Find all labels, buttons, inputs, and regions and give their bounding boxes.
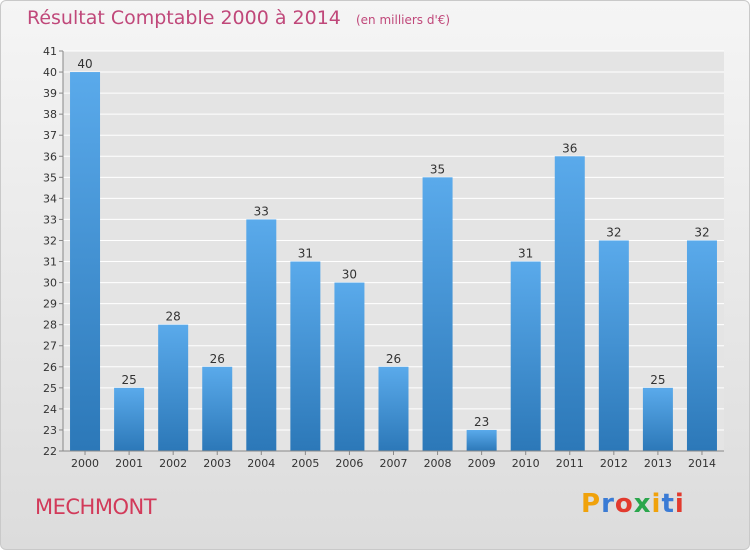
y-tick-label: 24	[43, 403, 57, 416]
bar	[378, 366, 409, 451]
bar	[290, 261, 321, 451]
x-tick-label: 2009	[468, 457, 496, 470]
bar	[510, 261, 541, 451]
value-label: 23	[474, 415, 489, 429]
bar	[70, 72, 101, 451]
y-tick-label: 27	[43, 340, 57, 353]
logo-letter: o	[614, 489, 634, 519]
x-tick-label: 2008	[424, 457, 452, 470]
commune-name: MECHMONT	[35, 495, 157, 519]
y-tick-label: 40	[43, 66, 57, 79]
value-label: 28	[166, 310, 181, 324]
value-label: 25	[121, 373, 136, 387]
x-tick-label: 2006	[335, 457, 363, 470]
bar	[114, 387, 145, 451]
y-tick-label: 39	[43, 87, 57, 100]
bar	[422, 177, 453, 451]
logo-letter: i	[674, 489, 685, 519]
x-tick-label: 2005	[291, 457, 319, 470]
logo-letter: r	[601, 489, 615, 519]
y-tick-label: 34	[43, 192, 57, 205]
bar	[686, 240, 717, 451]
y-tick-label: 37	[43, 129, 57, 142]
x-tick-label: 2012	[600, 457, 628, 470]
bar	[554, 156, 585, 451]
value-label: 26	[386, 352, 401, 366]
bar	[334, 282, 365, 451]
bar	[598, 240, 629, 451]
y-tick-label: 30	[43, 277, 57, 290]
x-tick-label: 2010	[512, 457, 540, 470]
y-tick-label: 41	[43, 45, 57, 58]
x-tick-label: 2003	[203, 457, 231, 470]
y-tick-label: 28	[43, 319, 57, 332]
x-tick-label: 2000	[71, 457, 99, 470]
y-tick-label: 23	[43, 424, 57, 437]
x-tick-label: 2002	[159, 457, 187, 470]
x-tick-label: 2004	[247, 457, 275, 470]
value-label: 25	[650, 373, 665, 387]
value-label: 32	[606, 225, 621, 239]
x-tick-label: 2007	[380, 457, 408, 470]
y-tick-label: 32	[43, 234, 57, 247]
value-label: 36	[562, 141, 577, 155]
value-label: 35	[430, 162, 445, 176]
proxiti-logo: Proxiti	[581, 489, 685, 519]
logo-letter: t	[661, 489, 675, 519]
y-tick-label: 22	[43, 445, 57, 458]
value-label: 31	[298, 247, 313, 261]
value-label: 32	[694, 225, 709, 239]
logo-letter: x	[633, 489, 652, 519]
y-tick-label: 36	[43, 150, 57, 163]
x-tick-label: 2011	[556, 457, 584, 470]
bar	[158, 324, 189, 451]
x-tick-label: 2013	[644, 457, 672, 470]
x-tick-label: 2001	[115, 457, 143, 470]
chart-unit: (en milliers d'€)	[355, 13, 451, 27]
value-label: 31	[518, 247, 533, 261]
logo-letter: P	[581, 489, 602, 519]
bar	[202, 366, 233, 451]
x-tick-label: 2014	[688, 457, 716, 470]
y-tick-label: 26	[43, 361, 57, 374]
y-tick-label: 38	[43, 108, 57, 121]
y-tick-label: 29	[43, 298, 57, 311]
y-tick-label: 31	[43, 256, 57, 269]
chart-title: Résultat Comptable 2000 à 2014	[27, 7, 341, 29]
y-tick-label: 33	[43, 213, 57, 226]
title-row: Résultat Comptable 2000 à 2014 (en milli…	[27, 7, 450, 29]
bar	[246, 219, 277, 451]
value-label: 33	[254, 204, 269, 218]
y-tick-label: 35	[43, 171, 57, 184]
y-tick-label: 25	[43, 382, 57, 395]
bar	[642, 387, 673, 451]
value-label: 30	[342, 268, 357, 282]
bar	[466, 429, 497, 451]
logo-letter: i	[651, 489, 662, 519]
value-label: 26	[210, 352, 225, 366]
value-label: 40	[77, 57, 92, 71]
